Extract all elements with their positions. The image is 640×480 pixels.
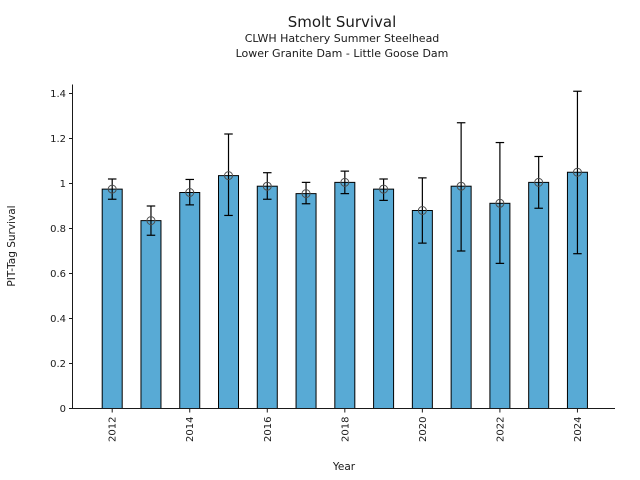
plot-area: 0 0.2 0.4 0.6 0.8 1 1.2 1.4 2012 2014 2016 2018 2020… <box>50 84 615 442</box>
x-tick-label: 2014 <box>185 417 196 442</box>
y-tick-label: 1 <box>60 179 66 190</box>
y-tick-label: 1.2 <box>50 134 66 145</box>
y-tick-label: 0.8 <box>50 224 66 235</box>
marker-2017 <box>301 189 311 199</box>
bar-2017 <box>295 193 317 409</box>
x-tick-label: 2018 <box>340 417 351 442</box>
chart-subtitle-line1: CLWH Hatchery Summer Steelhead <box>245 32 440 45</box>
marker-2014 <box>185 188 195 197</box>
marker-2016 <box>262 181 272 191</box>
marker-2012 <box>107 184 117 194</box>
bar-2019 <box>373 188 395 409</box>
y-tick-label: 0.6 <box>50 269 66 280</box>
y-tick-label: 0 <box>60 404 66 415</box>
x-tick-label: 2016 <box>263 417 274 442</box>
marker-2022 <box>495 198 505 208</box>
marker-2023 <box>534 177 544 187</box>
bar-2023 <box>528 181 550 409</box>
marker-2013 <box>146 216 156 226</box>
marker-2020 <box>417 206 427 215</box>
marker-2024 <box>572 167 582 177</box>
x-tick-label: 2024 <box>573 417 584 442</box>
chart-title: Smolt Survival <box>288 13 397 31</box>
x-tick-label: 2020 <box>418 417 429 442</box>
chart-subtitle-line2: Lower Granite Dam - Little Goose Dam <box>236 47 449 60</box>
marker-2021 <box>456 181 466 191</box>
y-tick-label: 0.2 <box>50 359 66 370</box>
marker-2019 <box>379 184 389 194</box>
marker-2015 <box>224 171 234 181</box>
marker-2018 <box>340 177 350 187</box>
y-tick-label: 1.4 <box>50 89 66 100</box>
x-tick-label: 2022 <box>495 417 506 442</box>
bar-2012 <box>101 188 123 409</box>
bar-2014 <box>179 192 201 409</box>
bar-2018 <box>334 181 356 409</box>
y-tick-label: 0.4 <box>50 314 66 325</box>
bar-2016 <box>256 185 278 409</box>
x-axis-label: Year <box>332 461 356 473</box>
y-axis-label: PIT-Tag Survival <box>6 205 18 286</box>
x-tick-label: 2012 <box>108 417 119 442</box>
bar-2013 <box>140 220 162 409</box>
